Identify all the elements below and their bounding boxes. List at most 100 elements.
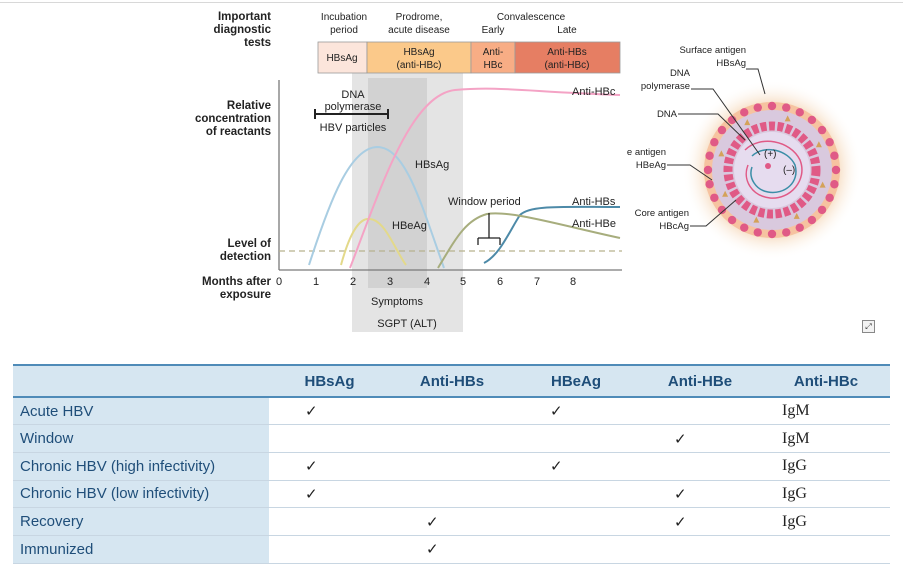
x-tick-3: 3	[387, 276, 393, 288]
dna-annotation-2: polymerase	[325, 101, 382, 113]
cell-hbeag	[514, 535, 638, 564]
surface-antigen-spike	[718, 150, 725, 157]
incubation-label-2: period	[330, 25, 358, 36]
header-anti-hbc: Anti-HBc	[793, 372, 859, 390]
tests-label-1: Important	[218, 11, 271, 23]
band-anti-hbs	[514, 41, 621, 74]
sgpt-label: SGPT (ALT)	[377, 318, 437, 330]
left-axis-labels: Important diagnostic tests Relative conc…	[195, 11, 272, 301]
hbv-virion-illustration: (+) (–) Surface antigen HBsAg DNA polyme…	[627, 45, 862, 260]
symptoms-label: Symptoms	[371, 296, 423, 308]
hbeag-curve	[340, 217, 407, 266]
row-label: Chronic HBV (high infectivity)	[13, 452, 269, 481]
cell-hbsag: ✓	[269, 397, 390, 426]
surface-antigen-label-1: Surface antigen	[679, 45, 746, 56]
band-1-label: HBsAg	[326, 53, 357, 64]
dna-polymerase-label-1: DNA	[670, 68, 691, 79]
plus-strand-label: (+)	[764, 149, 777, 160]
cell-anti-hbc	[762, 535, 890, 564]
envelope-protein-dot	[817, 205, 827, 215]
surface-antigen-spike	[753, 216, 760, 223]
cell-hbeag	[514, 424, 638, 453]
envelope-protein-dot	[710, 193, 719, 202]
minus-strand-label: (–)	[783, 165, 795, 176]
capsid-interior	[734, 132, 810, 208]
e-antigen-label-1: e antigen	[627, 147, 666, 158]
cell-anti-hbc: IgM	[762, 397, 890, 426]
table-header-row: HBsAg Anti-HBs HBeAg Anti-HBe Anti-HBc	[13, 365, 890, 397]
x-tick-5: 5	[460, 276, 466, 288]
anti-hbc-curve	[349, 87, 621, 269]
detection-label-2: detection	[220, 251, 271, 263]
envelope-protein-dot	[825, 193, 834, 202]
concentration-label-3: of reactants	[206, 126, 271, 138]
surface-antigen-spike	[815, 141, 822, 148]
dna-annotation-1: DNA	[341, 89, 365, 101]
cell-anti-hbs: ✓	[390, 507, 514, 536]
expand-icon[interactable]: ⤢	[862, 320, 875, 333]
envelope-protein-dot	[740, 108, 749, 117]
band-4-label-1: Anti-HBs	[547, 47, 586, 58]
months-label-2: exposure	[220, 289, 271, 301]
anti-hbe-label: Anti-HBe	[572, 218, 616, 230]
table-row: Recovery ✓ ✓ IgG	[13, 507, 890, 536]
cell-anti-hbe	[638, 535, 762, 564]
tests-label-3: tests	[244, 37, 271, 49]
table-row: Acute HBV ✓ ✓ IgM	[13, 397, 890, 426]
phase-labels: Incubation period Prodrome, acute diseas…	[321, 12, 577, 36]
serology-diagram: Important diagnostic tests Relative conc…	[195, 11, 862, 332]
cell-anti-hbs: ✓	[390, 535, 514, 564]
envelope-protein-dot	[782, 228, 791, 237]
cell-hbsag	[269, 507, 390, 536]
x-tick-4: 4	[424, 276, 430, 288]
row-label: Recovery	[13, 507, 269, 536]
band-2-label-2: (anti-HBc)	[396, 60, 441, 71]
dna-leader	[678, 113, 746, 141]
concentration-label-2: concentration	[195, 113, 271, 125]
envelope-protein-dot	[727, 215, 737, 225]
table-row: Window ✓ IgM	[13, 424, 890, 453]
cell-anti-hbe: ✓	[638, 507, 762, 536]
envelope-protein-dot	[717, 205, 727, 215]
band-4-label-2: (anti-HBc)	[544, 60, 589, 71]
dna-polymerase-leader	[691, 88, 761, 156]
prodrome-label-2: acute disease	[388, 25, 450, 36]
cell-hbeag: ✓	[514, 452, 638, 481]
hbsag-curve	[308, 145, 445, 269]
dna-label: DNA	[657, 109, 678, 120]
row-label: Window	[13, 424, 269, 453]
row-label: Chronic HBV (low infectivity)	[13, 480, 269, 509]
envelope-protein-dot	[753, 103, 762, 112]
band-3-label-1: Anti-	[483, 47, 504, 58]
cell-hbeag	[514, 480, 638, 509]
row-label: Acute HBV	[13, 397, 269, 426]
x-tick-8: 8	[570, 276, 576, 288]
cell-anti-hbs	[390, 452, 514, 481]
window-period-label: Window period	[448, 196, 521, 208]
header-empty	[13, 365, 269, 397]
surface-antigen-spike	[744, 119, 751, 126]
cell-anti-hbc: IgG	[762, 452, 890, 481]
concentration-label-1: Relative	[227, 100, 271, 112]
envelope-protein-dot	[767, 101, 777, 111]
cell-hbsag: ✓	[269, 480, 390, 509]
cell-hbeag: ✓	[514, 397, 638, 426]
cell-hbsag	[269, 424, 390, 453]
cell-anti-hbs	[390, 480, 514, 509]
header-anti-hbe: Anti-HBe	[667, 372, 733, 390]
envelope-protein-dot	[717, 125, 727, 135]
cell-anti-hbe	[638, 397, 762, 426]
cell-anti-hbe: ✓	[638, 424, 762, 453]
envelope-protein-dot	[825, 138, 834, 147]
tests-label-2: diagnostic	[213, 24, 271, 36]
header-hbsag: HBsAg	[304, 372, 355, 390]
envelope-protein-dot	[830, 151, 839, 160]
envelope-protein-dot	[830, 180, 839, 189]
core-antigen-leader	[690, 199, 737, 227]
cell-anti-hbc: IgM	[762, 424, 890, 453]
surface-antigen-leader	[746, 68, 766, 95]
hbv-serology-table: HBsAg Anti-HBs HBeAg Anti-HBe Anti-HBc A…	[13, 364, 890, 564]
hbv-particles-annotation: HBV particles	[320, 122, 387, 134]
convalescence-label: Convalescence	[497, 12, 566, 23]
cell-anti-hbc: IgG	[762, 507, 890, 536]
